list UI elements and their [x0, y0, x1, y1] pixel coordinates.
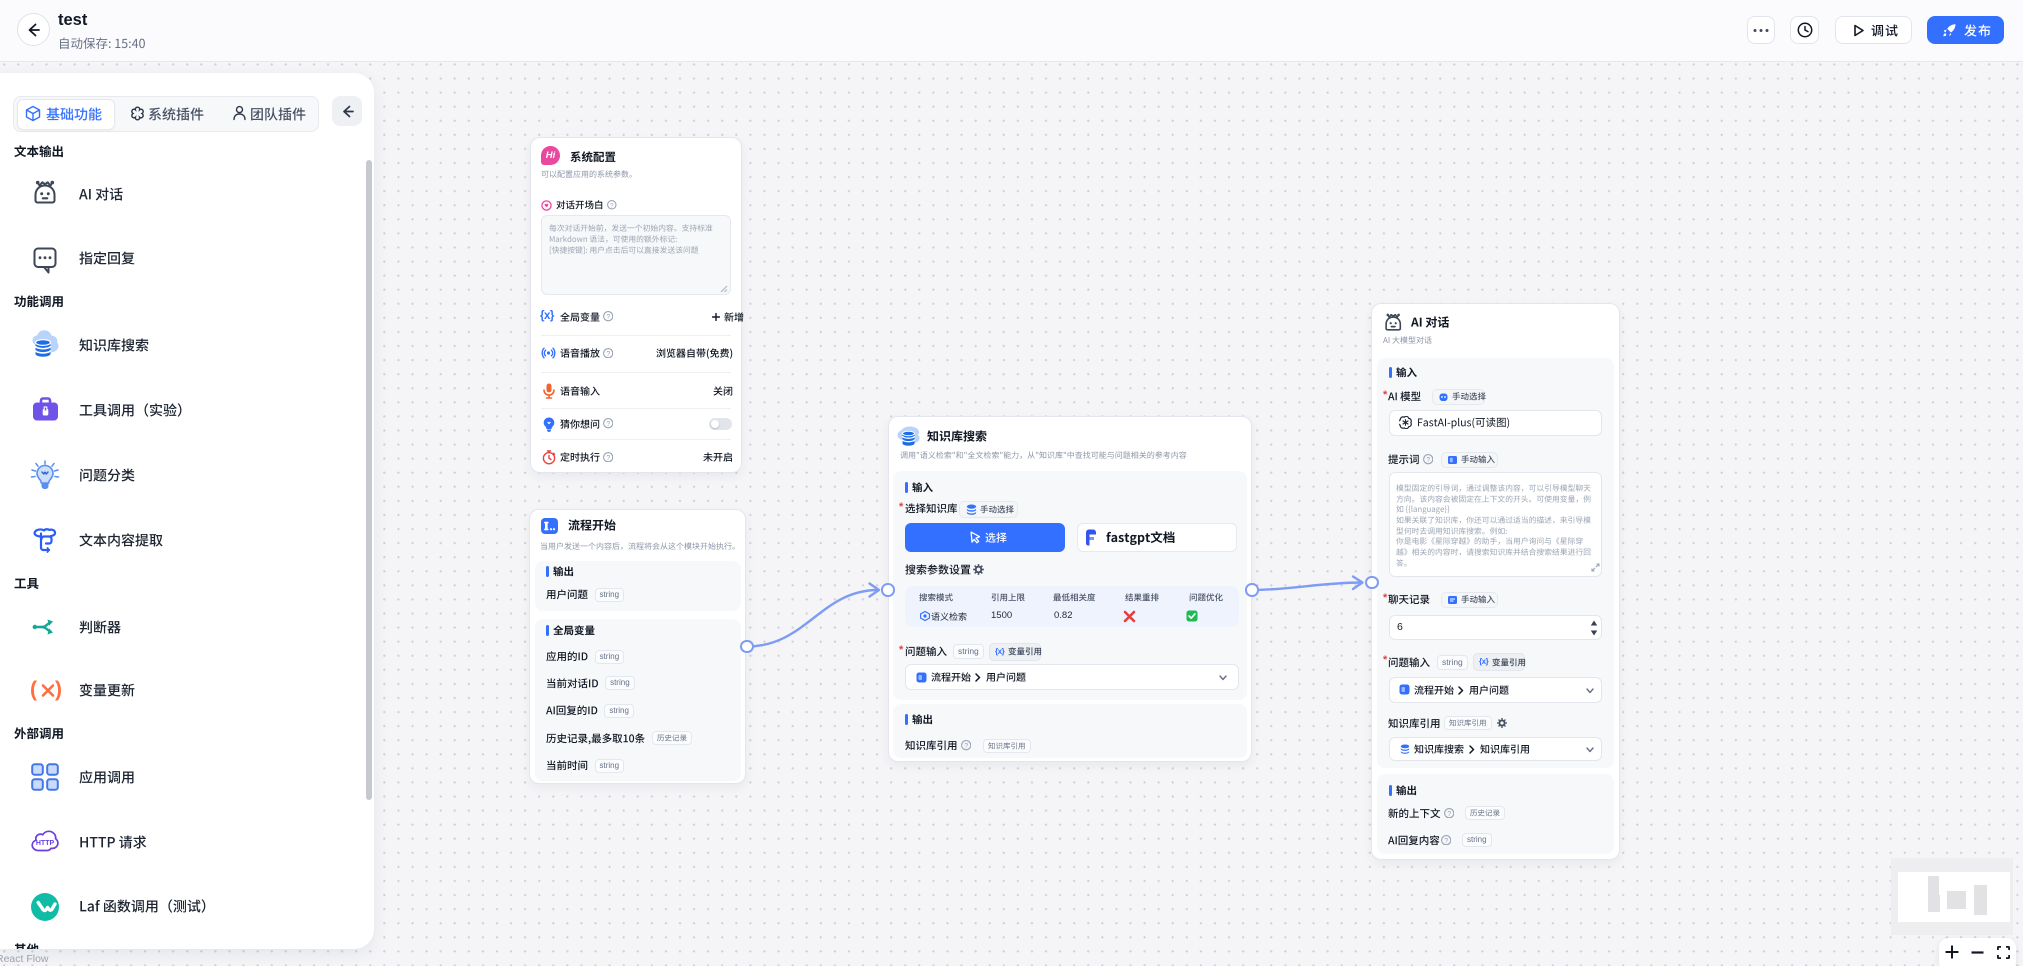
- svg-text:?: ?: [1447, 811, 1451, 818]
- svg-text:?: ?: [1444, 838, 1448, 845]
- svg-text:?: ?: [610, 203, 614, 210]
- svg-text:?: ?: [606, 455, 610, 462]
- svg-text:?: ?: [1426, 457, 1430, 464]
- svg-text:HTTP: HTTP: [36, 840, 55, 847]
- svg-text:?: ?: [606, 314, 610, 321]
- svg-text:?: ?: [964, 743, 968, 750]
- svg-text:?: ?: [606, 421, 610, 428]
- svg-text:?: ?: [606, 351, 610, 358]
